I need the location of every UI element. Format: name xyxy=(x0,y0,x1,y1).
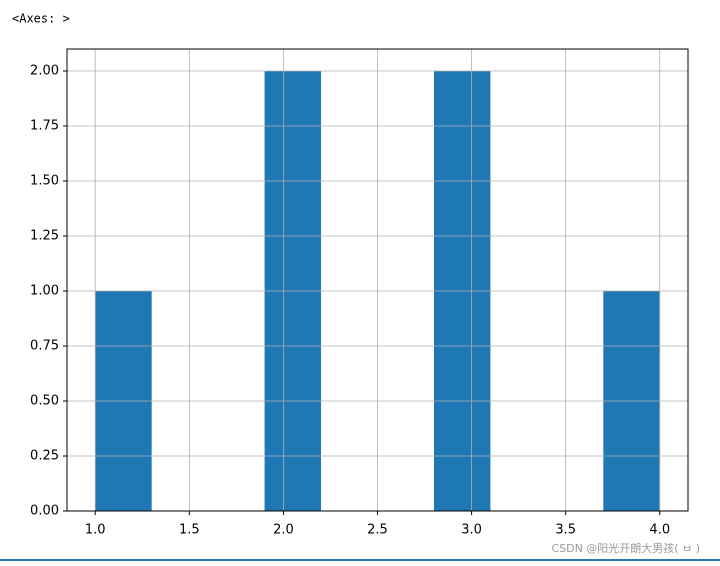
y-tick-label: 0.75 xyxy=(30,339,59,354)
y-tick-label: 1.50 xyxy=(30,174,59,189)
x-tick-label: 1.5 xyxy=(179,523,200,538)
x-tick-label: 4.0 xyxy=(649,523,670,538)
x-tick-label: 3.5 xyxy=(555,523,576,538)
x-tick-label: 1.0 xyxy=(85,523,106,538)
y-tick-label: 2.00 xyxy=(30,64,59,79)
x-tick-label: 2.5 xyxy=(367,523,388,538)
axes-frame xyxy=(66,48,689,512)
y-tick-label: 1.75 xyxy=(30,119,59,134)
output-label: <Axes: > xyxy=(12,12,70,26)
x-tick-label: 3.0 xyxy=(461,523,482,538)
x-tick-label: 2.0 xyxy=(273,523,294,538)
y-tick-label: 0.00 xyxy=(30,504,59,519)
y-tick-label: 0.50 xyxy=(30,394,59,409)
y-tick-label: 1.25 xyxy=(30,229,59,244)
y-tick-label: 0.25 xyxy=(30,449,59,464)
watermark: CSDN @阳光开朗大男孩( ㅂ ) xyxy=(551,541,700,555)
y-tick-label: 1.00 xyxy=(30,284,59,299)
